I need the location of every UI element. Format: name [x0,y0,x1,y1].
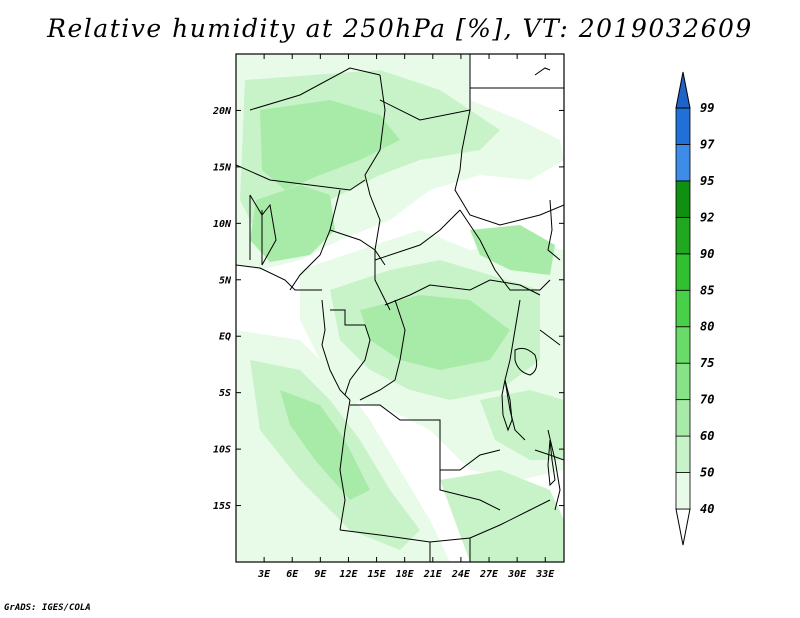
border-angola-namibia [339,529,471,543]
colorbar-label: 95 [700,174,714,188]
colorbar-label: 85 [700,283,714,297]
humidity-region-southeast [480,390,564,460]
colorbar-label: 92 [700,210,714,224]
lake-victoria [514,347,538,376]
lon-label: 3E [257,569,271,580]
colorbar-label: 40 [700,502,714,516]
humidity-region-central-60 [360,295,510,370]
colorbar-label: 99 [700,101,714,115]
colorbar-segment [675,144,691,182]
humidity-region-south [440,470,564,562]
lon-label: 21E [423,569,443,580]
colorbar-segment [675,435,691,473]
country-boundaries [236,54,564,562]
colorbar-segment [675,289,691,328]
colorbar-label: 75 [700,356,714,370]
lon-label: 24E [451,569,471,580]
lat-label: 15N [213,162,232,173]
border-car-drc [384,279,541,306]
border-chad-north [249,67,381,111]
border-malawi [547,429,561,511]
lat-label: 10N [213,219,232,230]
border-southsudan [459,209,551,291]
humidity-region-east-60 [470,225,555,275]
colorbar-legend: 40 50 60 70 75 80 85 90 92 95 97 99 [675,71,715,546]
border-angola-coast [339,399,351,531]
border-car-sudan [374,209,461,261]
border-ethiopia [547,199,561,261]
border-niger-nigeria [236,164,366,191]
border-chad-sudan [364,74,386,266]
lon-label: 33E [535,569,555,580]
lat-label: 5N [219,275,232,286]
border-west-small [249,194,277,266]
lat-label: 20N [212,106,232,117]
lon-label: 15E [368,569,387,580]
humidity-region-southwest-60 [280,390,370,500]
grads-credit: GrADS: IGES/COLA [4,603,91,613]
lat-label: 15S [213,501,231,512]
colorbar-segment [675,362,691,401]
colorbar-segment [675,399,691,437]
red-sea-coast [534,67,551,76]
colorbar-segment [675,253,691,291]
colorbar-label: 70 [700,393,714,407]
map-title: Relative humidity at 250hPa [%], VT: 201… [47,14,753,43]
colorbar-below-triangle [675,508,691,546]
border-angola-zambia [439,470,501,511]
lat-label: EQ [219,332,231,343]
colorbar-label: 80 [700,320,714,334]
humidity-field [236,54,564,562]
lon-label: 27E [479,569,499,580]
map-frame [235,53,565,563]
border-gabon-coast [321,299,351,401]
border-coast-gulf [236,264,322,291]
lon-label: 30E [507,569,527,580]
lon-label: 9E [314,569,327,580]
lon-label: 18E [396,569,415,580]
lake-malawi [547,439,556,487]
border-congo-drc [359,299,406,401]
colorbar-label: 60 [700,429,714,443]
colorbar-label: 90 [700,247,714,261]
border-gabon-congo [330,309,371,396]
colorbar-segment [675,180,691,218]
colorbar-label: 50 [700,466,714,480]
colorbar-segment [675,472,691,510]
lat-label: 5S [219,388,231,399]
colorbar-label: 97 [700,137,715,151]
border-drc-angola [350,404,501,471]
longitude-axis: 3E 6E 9E 12E 15E 18E 21E 24E 27E 30E 33E [257,54,555,580]
colorbar-segment [675,326,691,364]
colorbar-segment [675,216,691,255]
colorbar-segment [675,107,691,145]
humidity-region-north-60 [260,100,400,190]
border-kenya-tanzania [539,329,561,346]
colorbar-above-triangle [675,71,691,109]
border-nigeria-cameroon [289,189,341,291]
lon-label: 12E [339,569,358,580]
border-zambia-south [469,499,551,539]
lake-tanganyika [501,379,513,432]
border-cameroon-car [329,229,391,311]
latitude-axis: 20N 15N 10N 5N EQ 5S 10S 15S [212,106,564,512]
humidity-region-west-60 [250,185,335,262]
lat-label: 10S [213,445,231,456]
border-tanzania-mozambique [534,449,564,461]
border-sudan-east [379,99,564,226]
lon-label: 6E [286,569,299,580]
